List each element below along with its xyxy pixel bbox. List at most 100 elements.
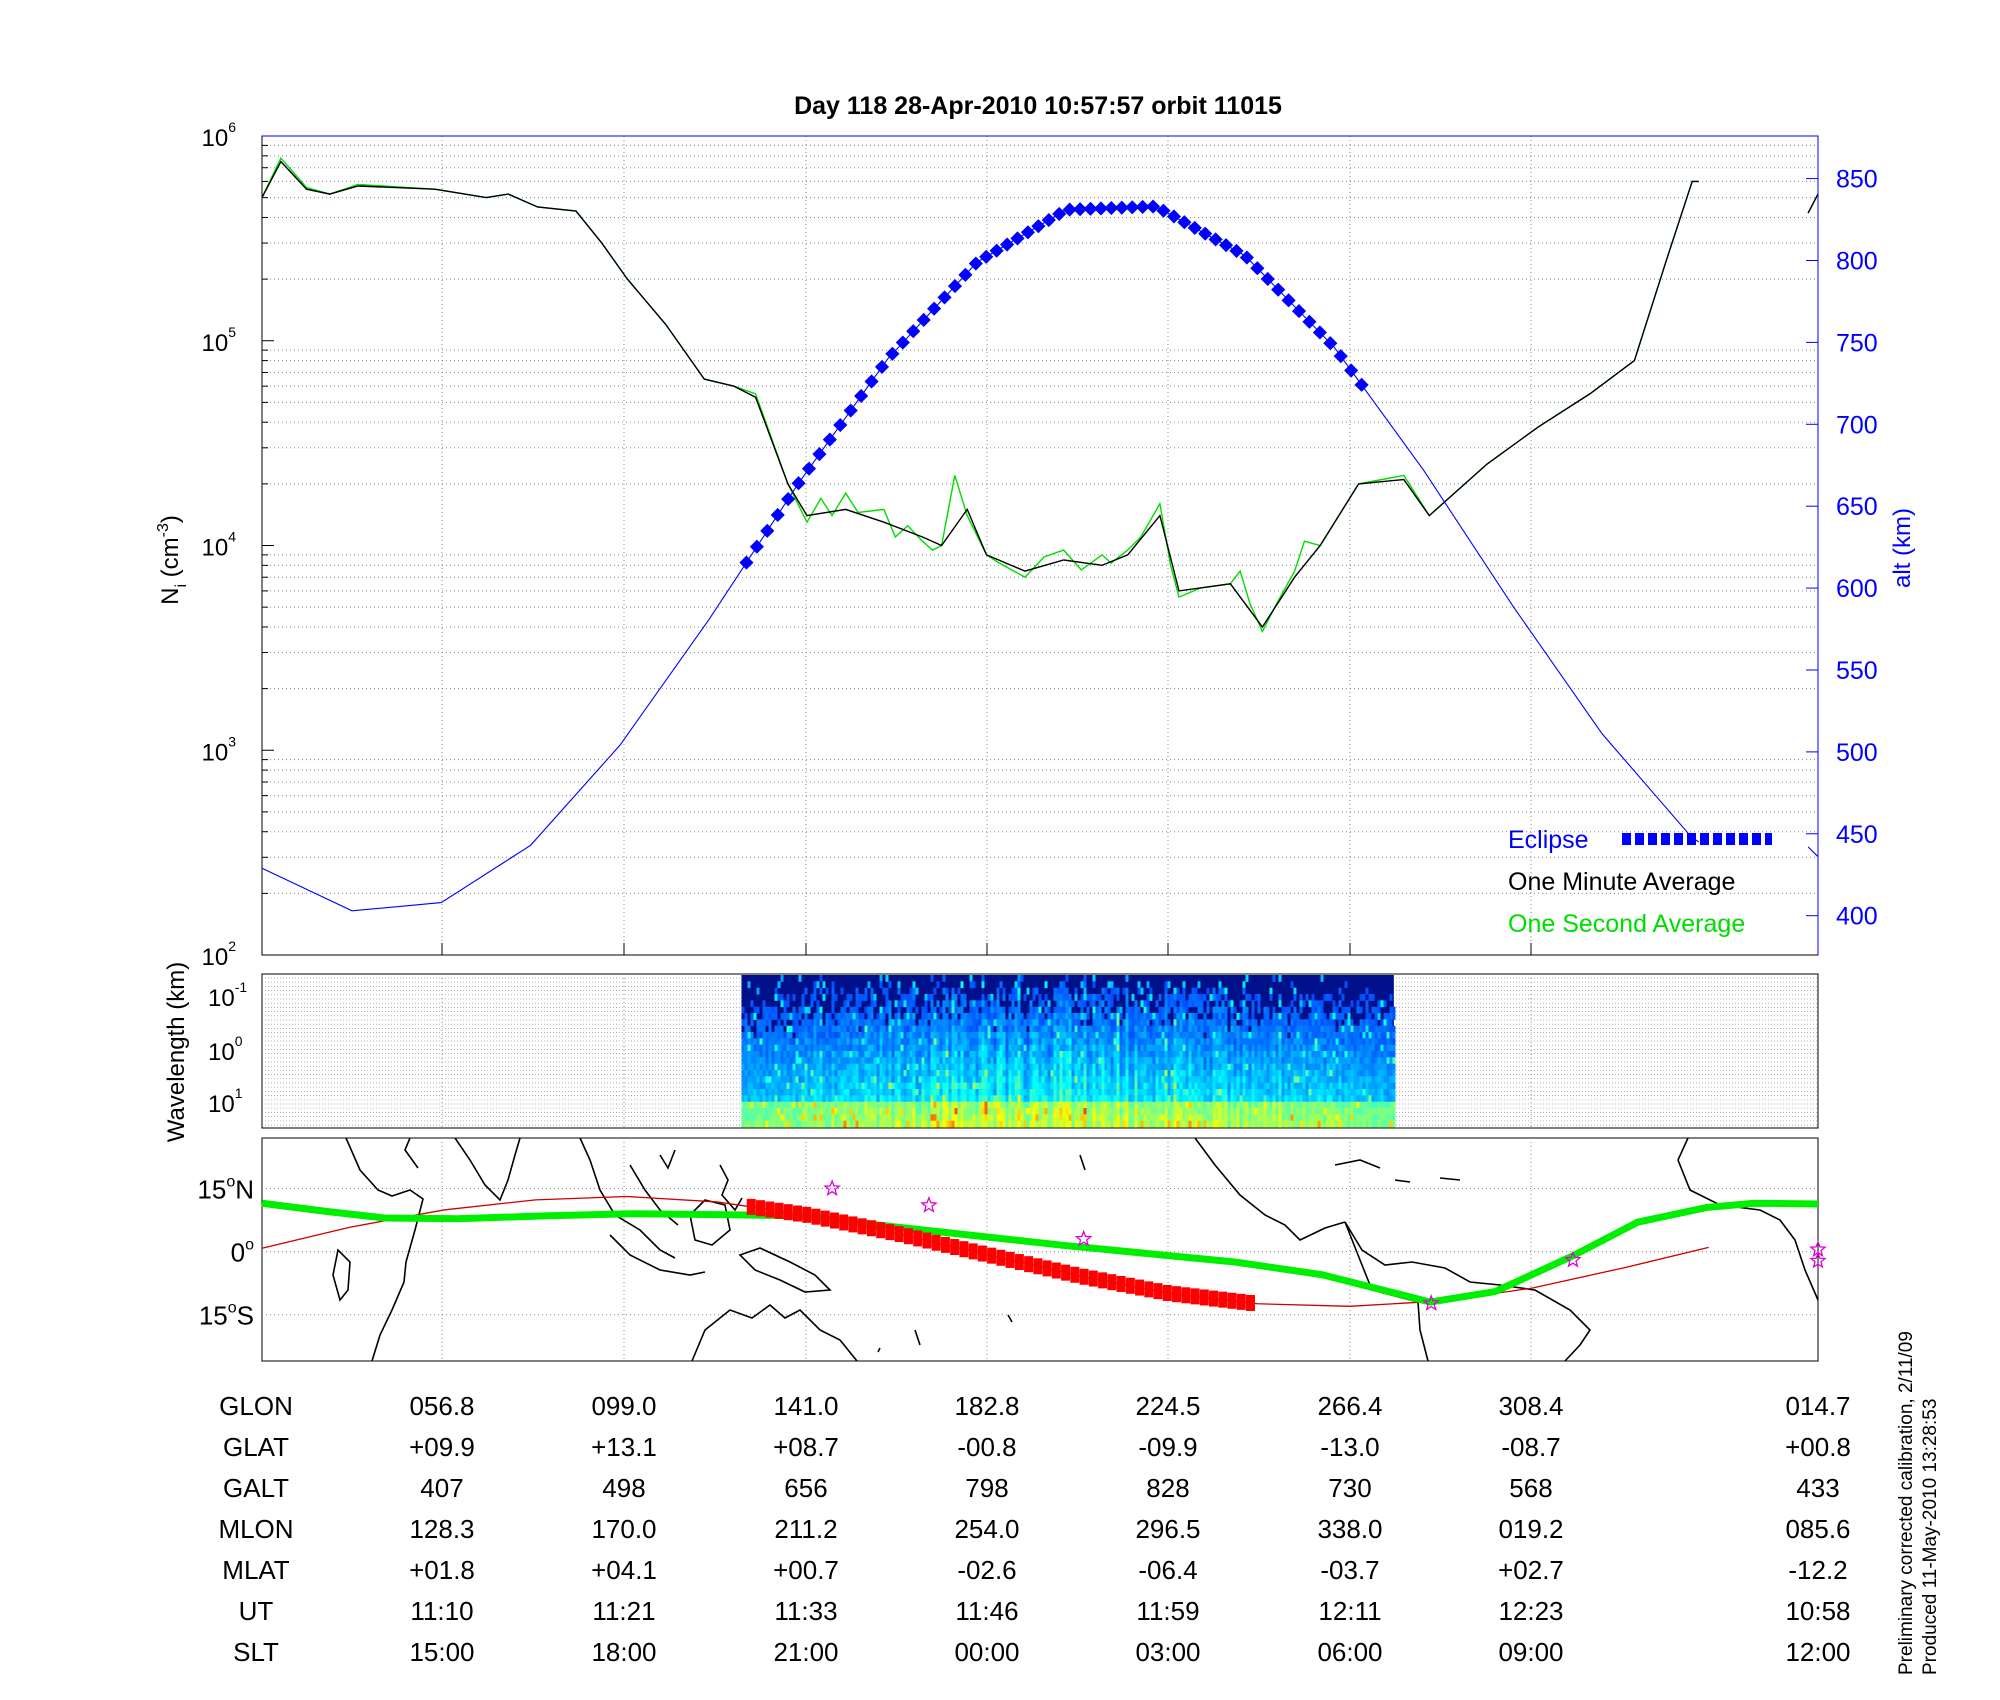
spectrogram-cell [1323,1108,1327,1115]
spectrogram-cell [1260,1089,1264,1096]
spectrogram-cell [903,1025,907,1033]
spectrogram-cell [762,1038,766,1046]
spectrogram-cell [864,1101,868,1109]
spectrogram-cell [1092,1076,1096,1084]
spectrogram-cell [1107,1019,1111,1027]
spectrogram-cell [819,1032,823,1039]
spectrogram-cell [780,1089,784,1096]
spectrogram-cell [1170,1051,1174,1058]
spectrogram-cell [933,1076,937,1084]
spectrogram-cell [1131,1038,1135,1046]
spectrogram-cell [753,1063,757,1071]
spectrogram-cell [1263,1089,1267,1096]
spectrogram-cell [1089,1101,1093,1109]
spectrogram-cell [870,1013,874,1020]
spectrogram-cell [1182,1101,1186,1109]
spectrogram-cell [1044,1044,1048,1052]
spectrogram-cell [1125,1120,1129,1128]
spectrogram-cell [1035,1063,1039,1071]
spectrogram-cell [951,1057,955,1065]
spectrogram-cell [870,1089,874,1096]
spectrogram-cell [1377,1108,1381,1115]
y-label-unit-close: ) [157,515,184,523]
spectrogram-cell [1374,1082,1378,1090]
spectrogram-cell [1008,1095,1012,1103]
spectrogram-cell [1242,1051,1246,1058]
spectrogram-cell [897,981,901,989]
table-cell: 568 [1509,1473,1552,1503]
spectrogram-cell [993,1063,997,1071]
spectrogram-cell [1335,1101,1339,1109]
spectrogram-cell [1293,1019,1297,1027]
spectrogram-cell [1188,1000,1192,1008]
spectrogram-cell [1149,1070,1153,1077]
spectrogram-cell [1245,1038,1249,1046]
spectrogram-cell [885,1038,889,1046]
spectrogram-cell [1035,1019,1039,1027]
spectrogram-cell [1260,1095,1264,1103]
spectrogram-cell [975,1057,979,1065]
spectrogram-cell [981,1025,985,1033]
spectrogram-cell [996,1114,1000,1122]
spectrogram-cell [747,1082,751,1090]
spectrogram-cell [870,1082,874,1090]
spectrogram-cell [1374,1101,1378,1109]
spectrogram-cell [1107,1025,1111,1033]
spectrogram-cell [1137,1101,1141,1109]
spectrogram-cell [999,1108,1003,1115]
spectrogram-cell [792,1038,796,1046]
spectrogram-cell [1227,1076,1231,1084]
spectrogram-cell [813,1038,817,1046]
spectrogram-cell [1170,1101,1174,1109]
spectrogram-cell [795,1108,799,1115]
spectrogram-cell [1257,1101,1261,1109]
spectrogram-cell [813,1120,817,1128]
spectrogram-cell [990,1006,994,1014]
spectrogram-cell [795,1038,799,1046]
spectrogram-cell [942,1120,946,1128]
eclipse-marker [854,388,869,404]
spectrogram-cell [1344,1076,1348,1084]
spectrogram-cell [1182,1057,1186,1065]
spectrogram-cell [1266,1025,1270,1033]
spectrogram-cell [1389,1076,1393,1084]
spectrogram-cell [918,1025,922,1033]
spectrogram-cell [768,1063,772,1071]
spectrogram-cell [1323,1044,1327,1052]
spectrogram-cell [1212,1095,1216,1103]
spectrogram-cell [1338,1095,1342,1103]
spectrogram-cell [954,1101,958,1109]
spectrogram-cell [1335,1044,1339,1052]
spectrogram-cell [891,1101,895,1109]
spectrogram-cell [933,1082,937,1090]
spectrogram-cell [924,1057,928,1065]
spectrogram-cell [1041,1120,1045,1128]
spectrogram-cell [912,1038,916,1046]
spectrogram-cell [864,1082,868,1090]
spectrogram-cell [1230,1089,1234,1096]
spectrogram-cell [1326,1114,1330,1122]
spectrogram-cell [1272,1044,1276,1052]
spectrogram-cell [990,1095,994,1103]
spectrogram-cell [1083,1101,1087,1109]
spectrogram-cell [1110,1057,1114,1065]
spectrogram-cell [1314,1038,1318,1046]
spectrogram-cell [1020,1089,1024,1096]
spectrogram-cell [903,1101,907,1109]
spectrogram-cell [981,1063,985,1071]
spectrogram-cell [909,1120,913,1128]
spectrogram-cell [1068,1108,1072,1115]
spectrogram-cell [1035,1051,1039,1058]
spectrogram-cell [1116,1076,1120,1084]
spectrogram-cell [816,1019,820,1027]
spectrogram-cell [912,987,916,995]
spectrogram-cell [975,1025,979,1033]
spectrogram-cell [975,1000,979,1008]
spectrogram-cell [1110,1076,1114,1084]
spectrogram-cell [1041,1000,1045,1008]
spectrogram-cell [1254,994,1258,1001]
spectrogram-cell [750,1076,754,1084]
spectrogram-cell [798,1076,802,1084]
spectrogram-cell [1170,1076,1174,1084]
spectrogram-cell [1083,1108,1087,1115]
